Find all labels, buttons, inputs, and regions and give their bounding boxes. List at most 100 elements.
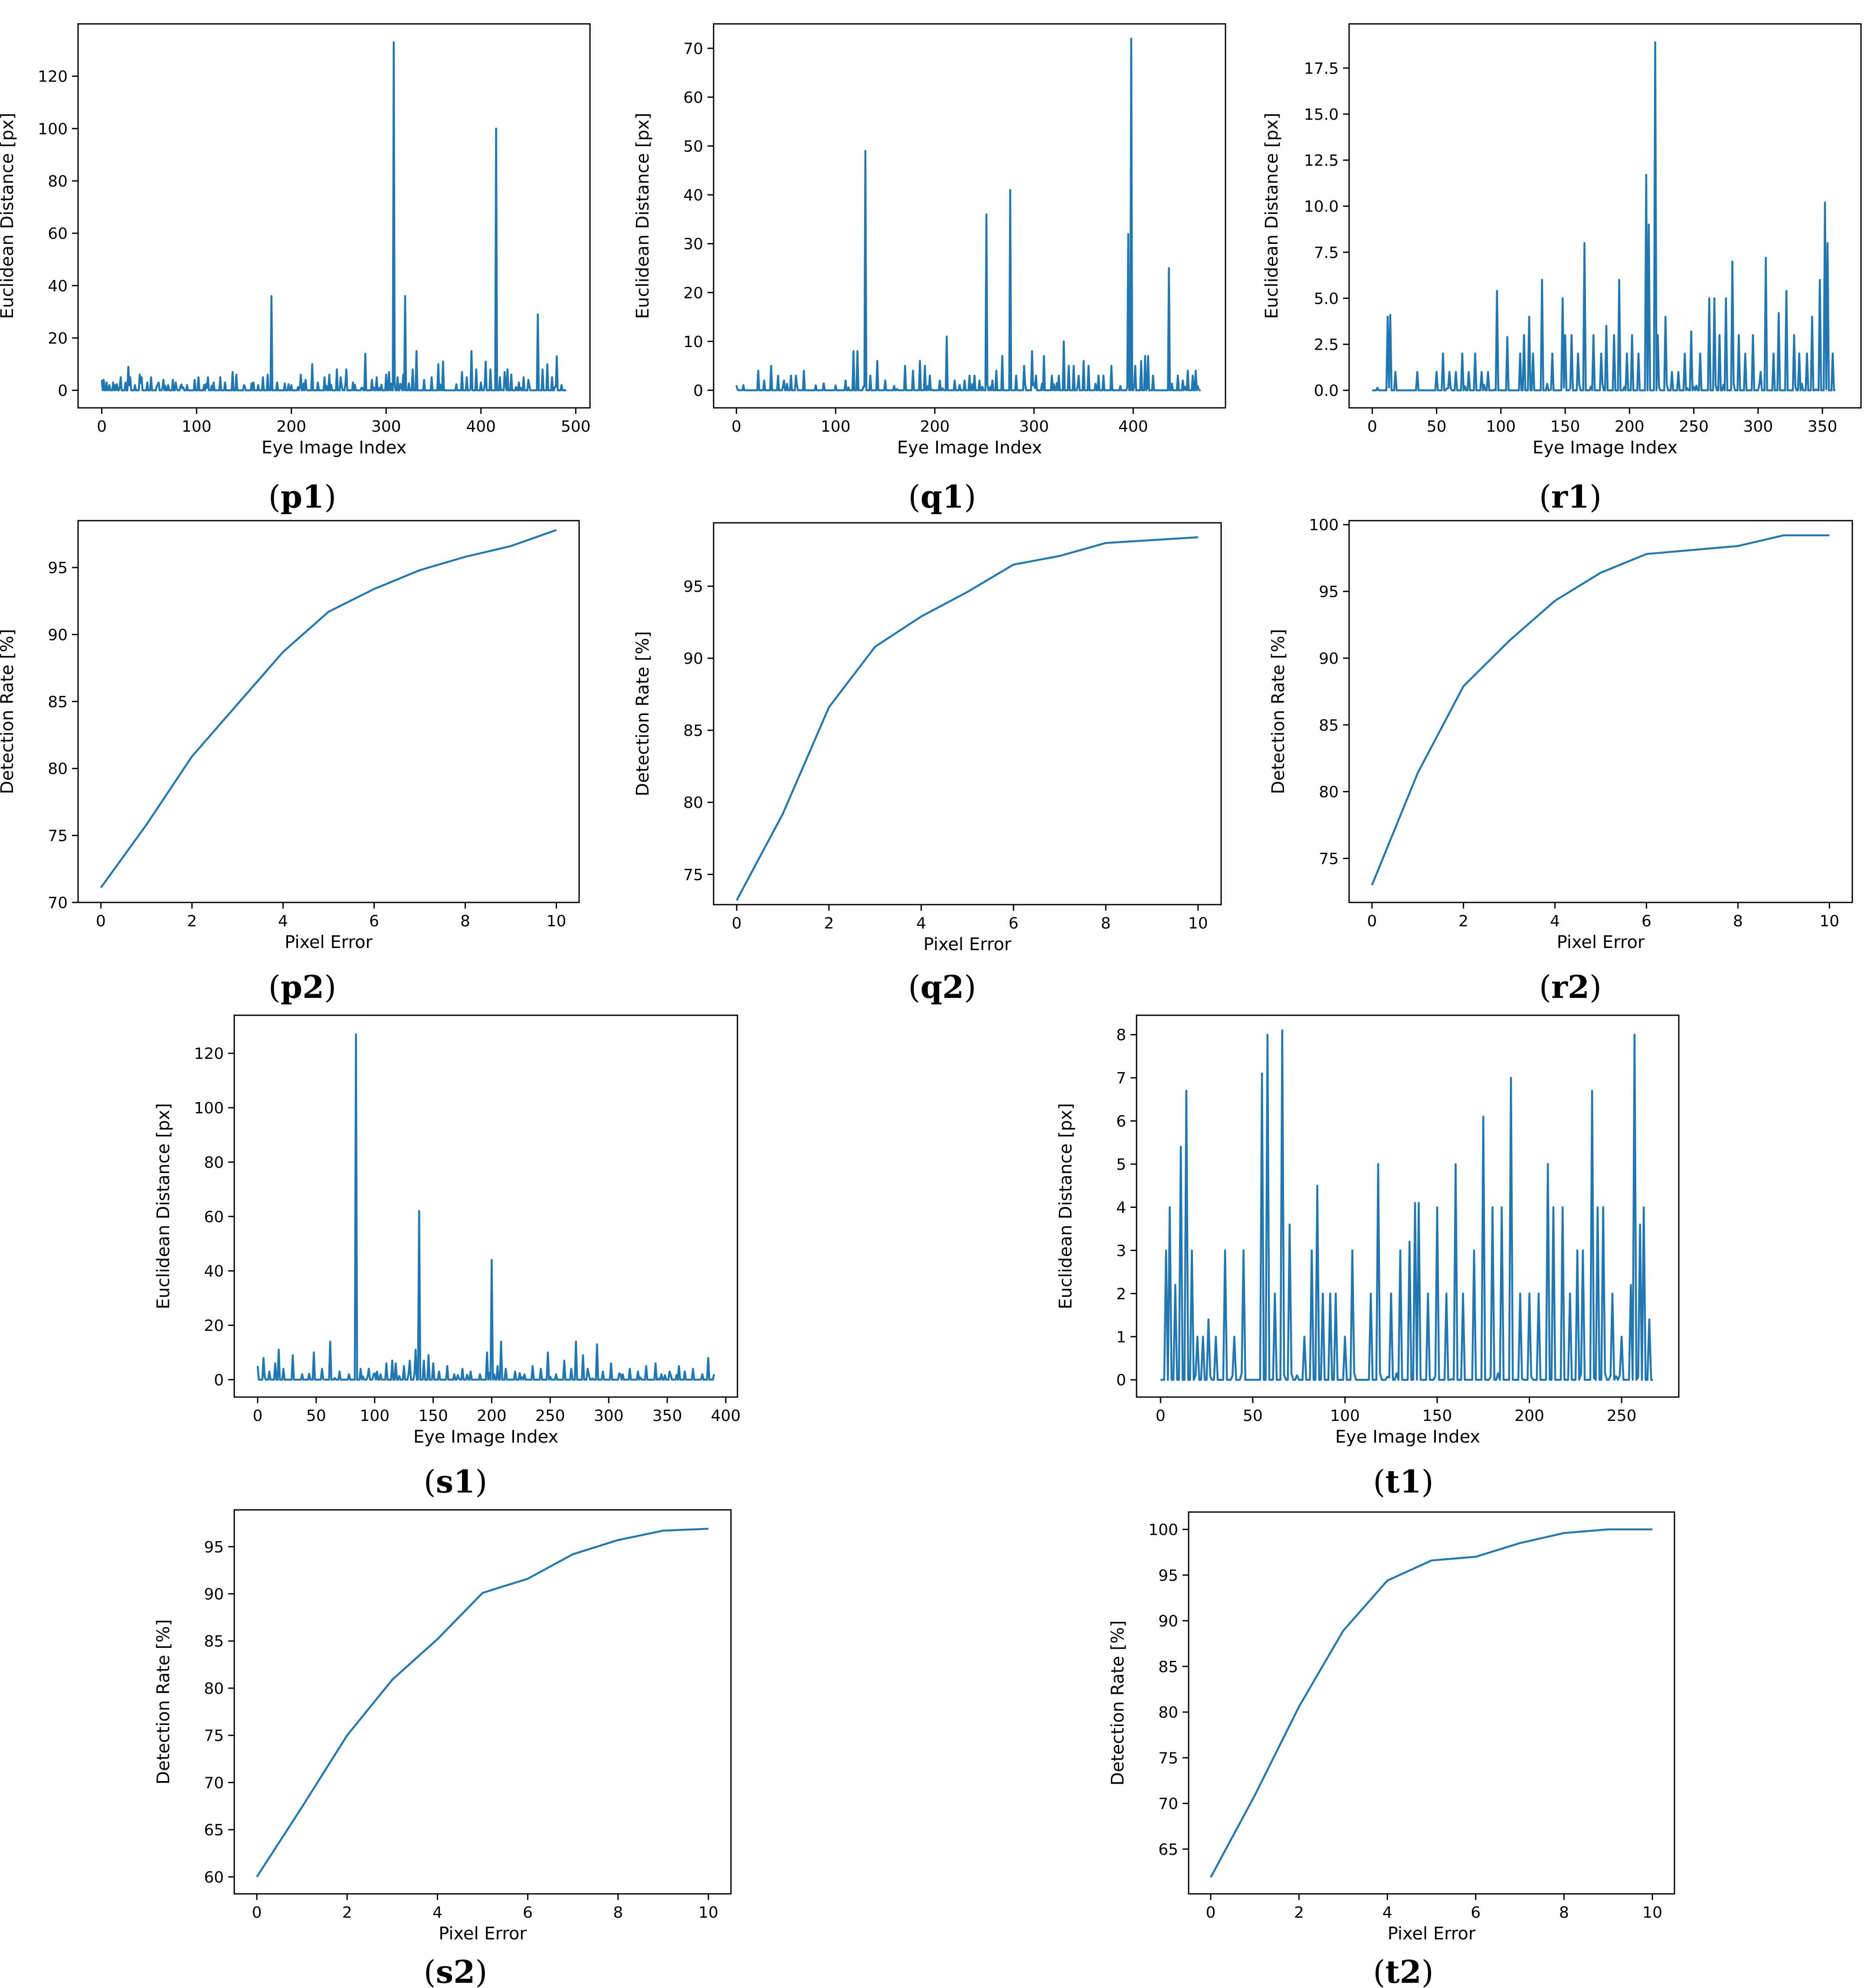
y-tick-label: 40: [48, 277, 68, 295]
y-tick-label: 85: [1319, 717, 1339, 735]
y-axis-label: Euclidean Distance [px]: [154, 1103, 174, 1309]
chart-panel-s2: 0 2 4 6 8 10 60 65 70 75 80 85 90 95 Pixel Error Detect…: [154, 1509, 732, 1988]
plot-frame-p2: [77, 520, 580, 903]
x-tick-label: 100: [1330, 1407, 1360, 1425]
panel-caption-part: ): [964, 479, 976, 515]
x-axis-label: Pixel Error: [1557, 932, 1645, 952]
plot-frame-p1: [77, 23, 591, 409]
panel-caption-part: ): [324, 479, 336, 515]
panel-caption-part: q1: [921, 478, 964, 515]
x-tick-label: 300: [1019, 418, 1049, 436]
panel-caption-part: s1: [436, 1463, 475, 1500]
panel-caption-part: (: [908, 969, 921, 1005]
series-line-p1: [101, 41, 567, 391]
panel-caption-part: (: [1373, 1954, 1385, 1988]
panel-caption-part: (: [1539, 479, 1551, 515]
y-tick-label: 120: [38, 68, 68, 86]
y-tick-label: 100: [194, 1099, 224, 1117]
x-tick-label: 250: [1679, 418, 1709, 436]
panel-caption-part: ): [1589, 479, 1602, 515]
panel-caption-s2: (s2): [424, 1953, 488, 1988]
y-tick-label: 1: [1116, 1329, 1126, 1346]
panel-caption-part: ): [1422, 1954, 1434, 1988]
y-tick-label: 2: [1116, 1285, 1126, 1303]
x-tick-label: 10: [698, 1904, 718, 1922]
series-line-s2: [256, 1528, 709, 1878]
y-tick-label: 6: [1116, 1113, 1126, 1131]
y-axis-label: Detection Rate [%]: [154, 1619, 174, 1785]
y-tick-label: 10.0: [1304, 198, 1339, 216]
y-axis-label: Detection Rate [%]: [1108, 1621, 1128, 1786]
y-tick-label: 95: [683, 578, 703, 596]
x-tick-label: 350: [652, 1407, 682, 1425]
panel-caption-part: r1: [1551, 478, 1589, 515]
panel-caption-part: ): [964, 969, 976, 1005]
x-axis-label: Pixel Error: [285, 932, 373, 952]
y-tick-label: 60: [204, 1208, 224, 1226]
y-tick-label: 70: [204, 1774, 224, 1792]
x-tick-label: 400: [1118, 418, 1148, 436]
x-tick-label: 500: [561, 418, 591, 436]
y-tick-label: 100: [1309, 516, 1339, 534]
panel-caption-part: ): [475, 1463, 487, 1500]
y-axis-label: Euclidean Distance [px]: [0, 113, 17, 319]
x-tick-label: 4: [1383, 1904, 1392, 1922]
y-tick-label: 65: [1158, 1841, 1178, 1859]
panel-caption-part: t1: [1385, 1463, 1421, 1500]
x-tick-label: 150: [418, 1407, 448, 1425]
x-tick-label: 200: [920, 418, 950, 436]
y-tick-label: 80: [48, 760, 68, 778]
x-tick-label: 0: [1367, 418, 1377, 436]
y-tick-label: 75: [683, 866, 703, 884]
y-tick-label: 20: [48, 330, 68, 348]
x-tick-label: 6: [369, 912, 379, 930]
series-line-t2: [1209, 1528, 1653, 1878]
x-tick-label: 400: [711, 1407, 741, 1425]
x-tick-label: 250: [535, 1407, 565, 1425]
y-tick-label: 60: [683, 89, 703, 107]
panel-caption-q2: (q2): [908, 968, 976, 1005]
y-axis-label: Detection Rate [%]: [1268, 629, 1288, 794]
plot-frame-t2: [1188, 1511, 1675, 1895]
y-tick-label: 7: [1116, 1069, 1126, 1087]
x-tick-label: 250: [1607, 1407, 1637, 1425]
y-tick-label: 70: [683, 40, 703, 58]
x-tick-label: 10: [1642, 1904, 1662, 1922]
panel-caption-part: ): [1589, 969, 1602, 1005]
y-tick-label: 10: [683, 333, 703, 351]
x-tick-label: 200: [477, 1407, 507, 1425]
x-tick-label: 4: [432, 1904, 442, 1922]
y-tick-label: 95: [1158, 1567, 1178, 1584]
y-tick-label: 8: [1116, 1027, 1126, 1044]
x-tick-label: 0: [1206, 1904, 1215, 1922]
y-axis-label: Euclidean Distance [px]: [1056, 1103, 1076, 1309]
x-tick-label: 0: [1156, 1407, 1166, 1425]
y-tick-label: 80: [204, 1680, 224, 1698]
y-tick-label: 0: [58, 382, 68, 400]
x-tick-label: 2: [187, 912, 197, 930]
chart-panel-t1: 0 50 100 150 200 250 0 1 2 3 4 5 6 7 8 Eye Image Index E…: [1056, 1014, 1680, 1500]
x-tick-label: 400: [466, 418, 496, 436]
x-tick-label: 4: [278, 912, 288, 930]
y-tick-label: 5.0: [1314, 290, 1339, 308]
panel-caption-part: (: [269, 479, 281, 515]
plot-frame-r2: [1348, 520, 1853, 903]
y-tick-label: 0: [693, 382, 703, 400]
y-tick-label: 65: [204, 1821, 224, 1839]
x-tick-label: 10: [1188, 915, 1208, 932]
y-tick-label: 70: [48, 894, 68, 912]
x-tick-label: 100: [182, 418, 212, 436]
panel-caption-part: q2: [921, 968, 964, 1005]
y-tick-label: 12.5: [1304, 152, 1339, 170]
y-tick-label: 80: [1319, 784, 1339, 801]
panel-caption-part: s2: [436, 1953, 475, 1988]
y-tick-label: 0.0: [1314, 382, 1339, 400]
x-tick-label: 8: [1559, 1904, 1569, 1922]
chart-panel-s1: 0 50 100 150 200 250 300 350 400 0 20 40 60 80 100 120 E…: [154, 1014, 741, 1500]
x-tick-label: 0: [96, 912, 106, 930]
panel-caption-q1: (q1): [908, 478, 976, 515]
x-tick-label: 4: [1550, 912, 1560, 930]
chart-panel-r2: 0 2 4 6 8 10 75 80 85 90 95 100 Pixel Error Detection…: [1268, 516, 1853, 1005]
y-axis-label: Detection Rate [%]: [0, 629, 17, 794]
